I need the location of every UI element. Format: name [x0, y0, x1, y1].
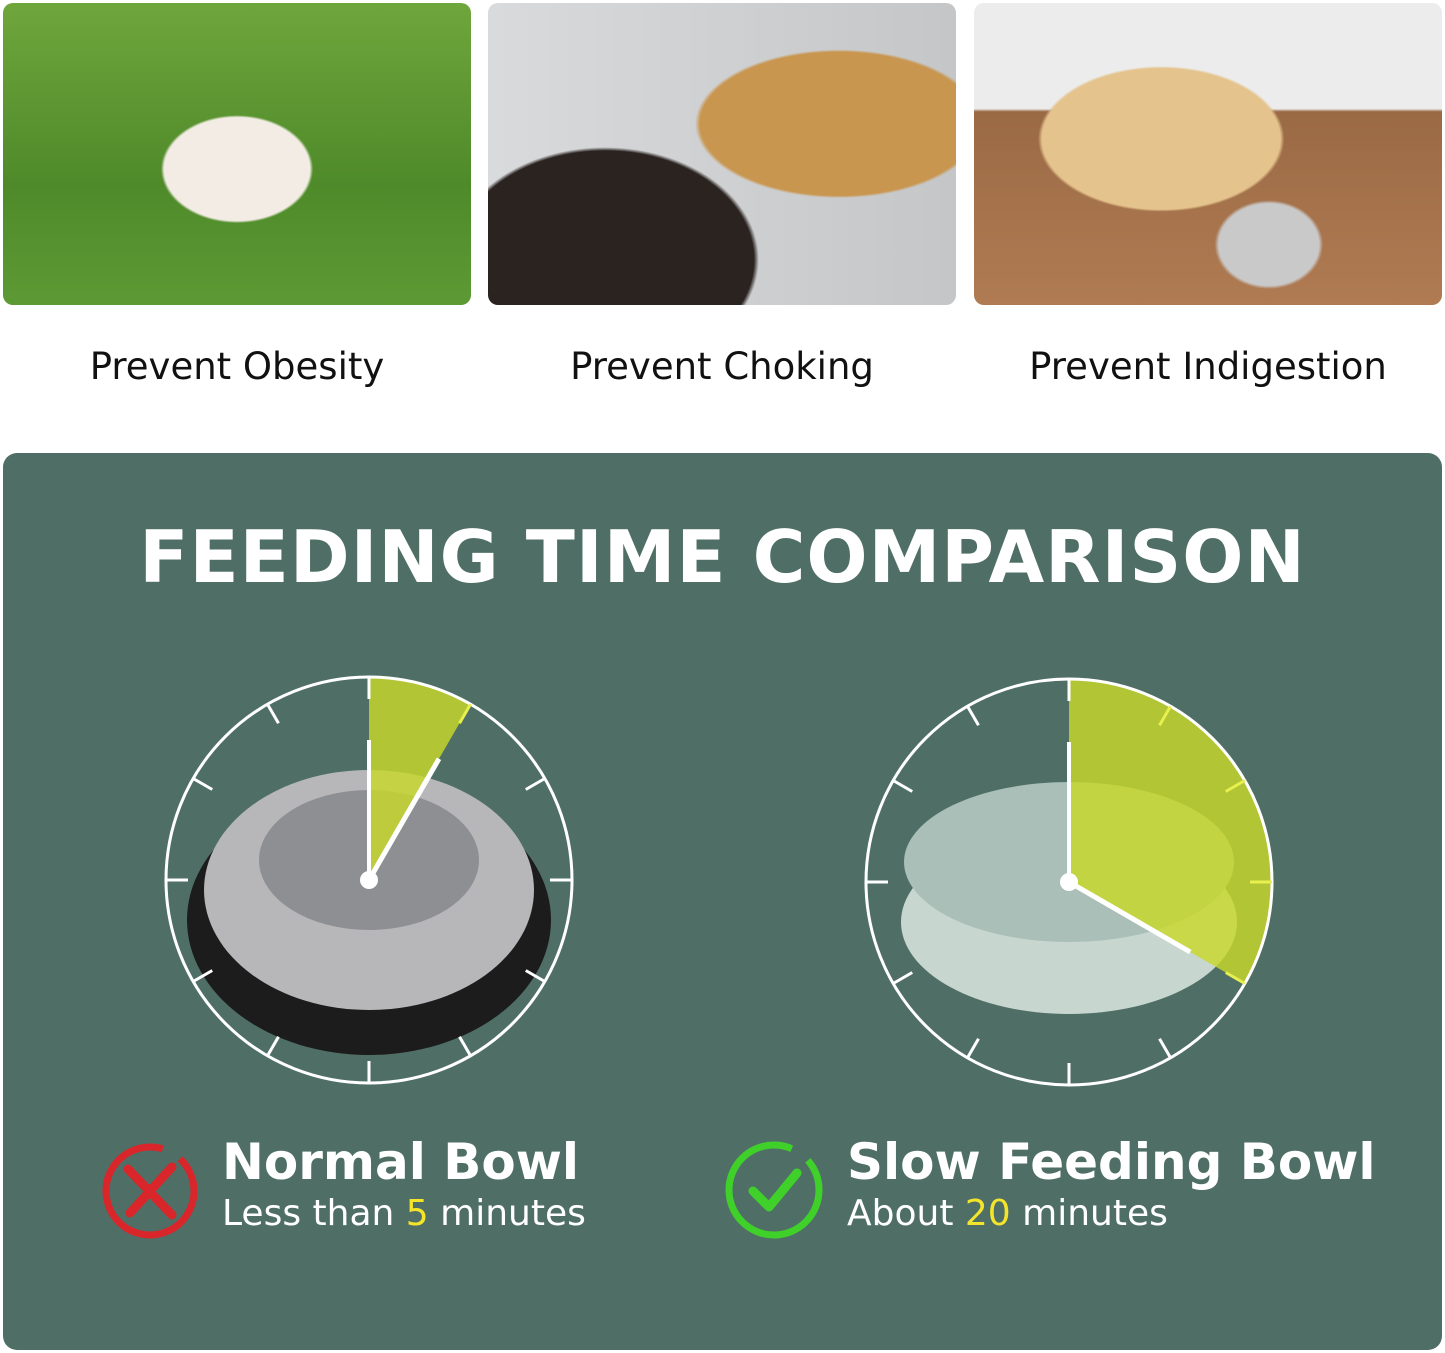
clock-hand-end: [1067, 879, 1192, 955]
time-value: 20: [964, 1193, 1011, 1234]
retriever-mouth-photo: [488, 3, 956, 305]
time-suffix: minutes: [428, 1193, 586, 1234]
clock-tick: [458, 1036, 472, 1057]
time-sector: [369, 677, 471, 880]
time-value: 5: [405, 1193, 429, 1234]
x-circle-icon: [102, 1143, 198, 1239]
clock-tick: [458, 703, 472, 724]
clock-tick: [1158, 705, 1172, 726]
pug-photo: [3, 3, 471, 305]
benefit-indigestion: Prevent Indigestion: [1029, 345, 1387, 388]
slow-bowl-time: About 20 minutes: [847, 1193, 1376, 1234]
clock-tick: [966, 1038, 980, 1059]
slow-bowl-name: Slow Feeding Bowl: [847, 1133, 1376, 1191]
clock-tick: [266, 1036, 280, 1057]
clock-tick: [966, 705, 980, 726]
clock-tick: [892, 971, 913, 985]
normal-bowl-clock: [164, 675, 574, 1085]
comparison-title: FEEDING TIME COMPARISON: [139, 515, 1306, 599]
time-suffix: minutes: [1010, 1193, 1168, 1234]
time-prefix: About: [847, 1193, 965, 1234]
clock-tick: [892, 779, 913, 793]
slow-bowl-clock: [864, 677, 1274, 1087]
normal-bowl-time: Less than 5 minutes: [222, 1193, 586, 1234]
clock-tick: [192, 777, 213, 791]
normal-bowl-label: Normal Bowl Less than 5 minutes: [222, 1133, 586, 1234]
clock-tick: [1225, 971, 1246, 985]
clock-tick: [525, 777, 546, 791]
clock-center: [360, 871, 378, 889]
clock-tick: [525, 969, 546, 983]
labrador-bowl-photo: [974, 3, 1442, 305]
clock-tick: [1225, 779, 1246, 793]
benefit-choking: Prevent Choking: [570, 345, 874, 388]
slow-bowl-label: Slow Feeding Bowl About 20 minutes: [847, 1133, 1376, 1234]
clock-tick: [192, 969, 213, 983]
clock-tick: [266, 703, 280, 724]
normal-bowl-name: Normal Bowl: [222, 1133, 580, 1191]
clock-center: [1060, 873, 1078, 891]
benefit-obesity: Prevent Obesity: [89, 345, 385, 388]
check-circle-icon: [725, 1141, 823, 1239]
time-prefix: Less than: [222, 1193, 406, 1234]
time-sector: [1069, 679, 1272, 984]
clock-tick: [1158, 1038, 1172, 1059]
clock-hand-end: [366, 757, 442, 882]
